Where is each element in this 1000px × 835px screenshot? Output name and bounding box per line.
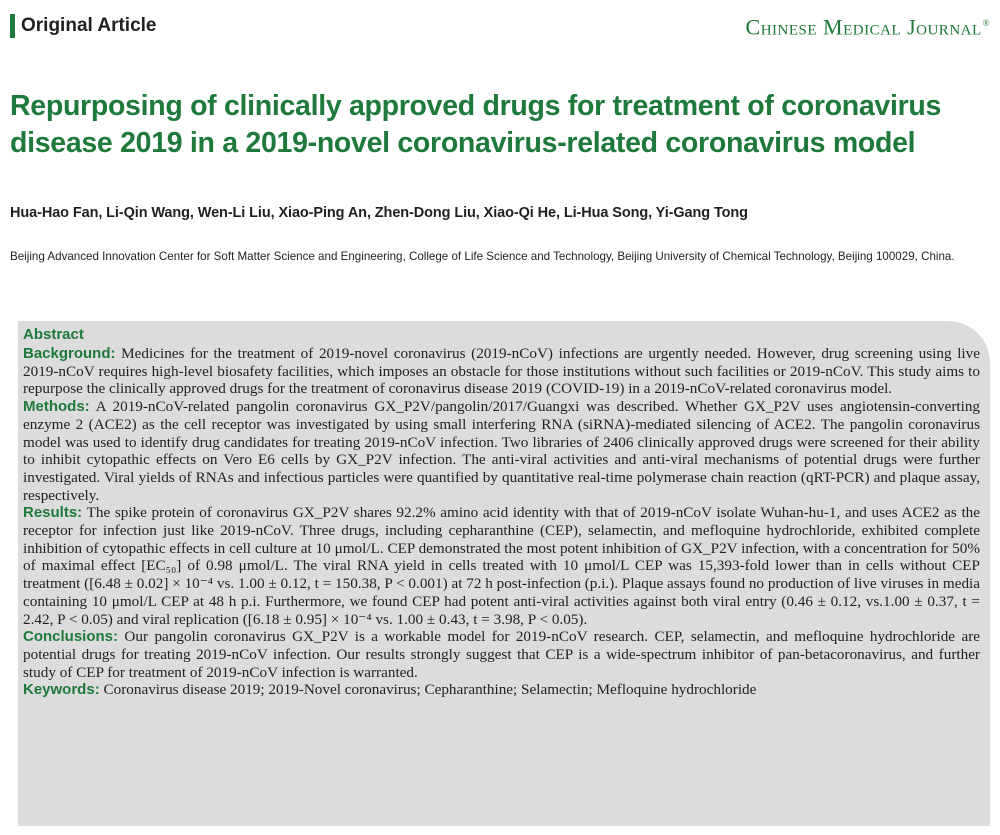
journal-title-text: Chinese Medical Journal [745,14,982,40]
article-title: Repurposing of clinically approved drugs… [10,88,995,162]
methods-text: A 2019-nCoV-related pangolin coronavirus… [23,398,980,504]
abstract-box: Abstract Background: Medicines for the t… [18,321,990,826]
conclusions-label: Conclusions: [23,628,119,646]
article-title-line-1: Repurposing of clinically approved drugs… [10,90,942,122]
author-list: Hua-Hao Fan, Li-Qin Wang, Wen-Li Liu, Xi… [10,205,748,221]
abstract-methods: Methods: A 2019-nCoV-related pangolin co… [23,398,980,504]
abstract-conclusions: Conclusions: Our pangolin coronavirus GX… [23,628,980,681]
registered-mark: ® [982,18,990,28]
abstract-results: Results: The spike protein of coronaviru… [23,504,980,628]
conclusions-text: Our pangolin coronavirus GX_P2V is a wor… [23,628,980,681]
abstract-heading: Abstract [23,326,84,343]
affiliation: Beijing Advanced Innovation Center for S… [10,250,955,263]
background-label: Background: [23,345,116,362]
keywords-text: Coronavirus disease 2019; 2019-Novel cor… [103,681,757,699]
methods-label: Methods: [23,398,90,416]
keywords-label: Keywords: [23,681,100,699]
results-label: Results: [23,504,83,522]
page-header: Original Article Chinese Medical Journal… [10,12,990,40]
abstract-background: Background: Medicines for the treatment … [23,345,980,398]
abstract-keywords: Keywords: Coronavirus disease 2019; 2019… [23,681,980,699]
journal-name: Chinese Medical Journal® [746,6,990,44]
article-title-line-2: disease 2019 in a 2019-novel coronavirus… [10,127,916,159]
results-text: The spike protein of coronavirus GX_P2V … [23,504,980,628]
article-type-label: Original Article [10,14,157,38]
background-text: Medicines for the treatment of 2019-nove… [23,345,980,398]
